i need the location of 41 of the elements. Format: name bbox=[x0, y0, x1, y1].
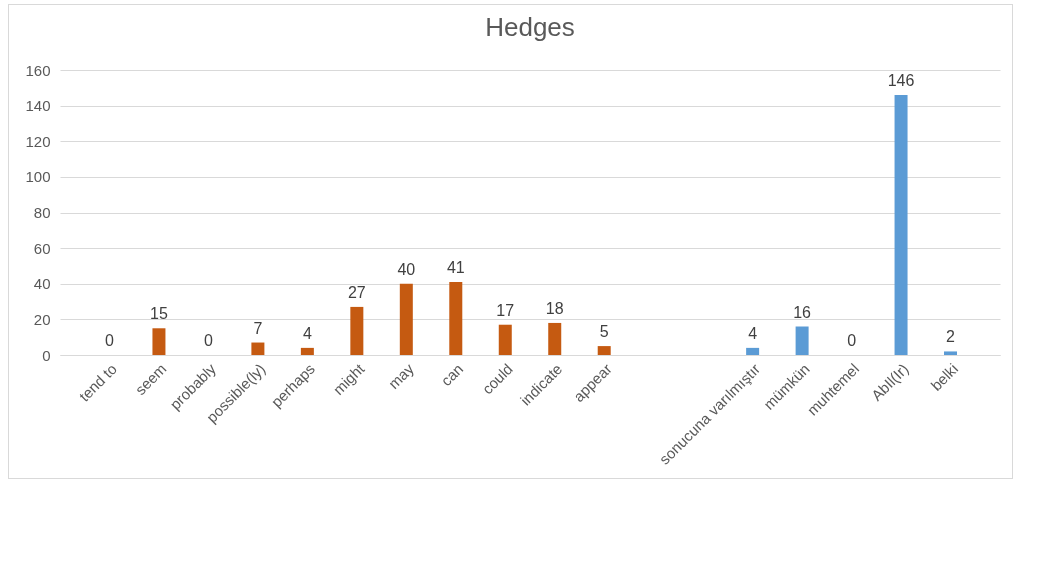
y-tick-label: 0 bbox=[42, 346, 51, 364]
bar bbox=[251, 342, 265, 355]
data-label: 7 bbox=[253, 319, 263, 337]
y-tick-label: 80 bbox=[33, 204, 51, 221]
data-label: 0 bbox=[203, 332, 213, 349]
bar bbox=[795, 326, 809, 355]
data-label: 17 bbox=[496, 301, 515, 319]
x-tick-label: may bbox=[384, 359, 418, 393]
y-tick-label: 160 bbox=[25, 61, 51, 79]
bar bbox=[548, 322, 562, 355]
bar bbox=[399, 283, 413, 355]
bar bbox=[152, 328, 166, 355]
data-label: 16 bbox=[793, 303, 812, 321]
y-tick-label: 120 bbox=[25, 132, 51, 150]
bar bbox=[597, 346, 611, 355]
y-tick-label: 60 bbox=[33, 239, 51, 257]
data-label: 40 bbox=[397, 260, 416, 278]
data-label: 2 bbox=[946, 328, 956, 346]
bar bbox=[498, 324, 512, 355]
data-label: 15 bbox=[150, 305, 168, 323]
chart-title: Hedges bbox=[485, 12, 575, 42]
bar bbox=[894, 94, 908, 355]
y-tick-label: 40 bbox=[33, 275, 51, 293]
data-label: 0 bbox=[105, 332, 115, 349]
x-tick-label: can bbox=[437, 360, 467, 390]
data-label: 27 bbox=[347, 283, 366, 301]
data-label: 4 bbox=[302, 324, 312, 342]
data-label: 41 bbox=[446, 258, 465, 276]
bar bbox=[300, 347, 314, 355]
y-tick-label: 20 bbox=[33, 310, 51, 328]
data-label: 5 bbox=[599, 323, 609, 341]
bar bbox=[449, 281, 463, 355]
bar bbox=[746, 347, 760, 355]
bar bbox=[944, 351, 958, 355]
data-label: 4 bbox=[748, 324, 758, 342]
y-tick-label: 100 bbox=[25, 168, 51, 186]
data-label: 146 bbox=[887, 71, 915, 89]
data-label: 0 bbox=[847, 332, 857, 349]
bar bbox=[350, 306, 364, 355]
y-tick-label: 140 bbox=[25, 97, 51, 115]
data-label: 18 bbox=[545, 299, 564, 317]
